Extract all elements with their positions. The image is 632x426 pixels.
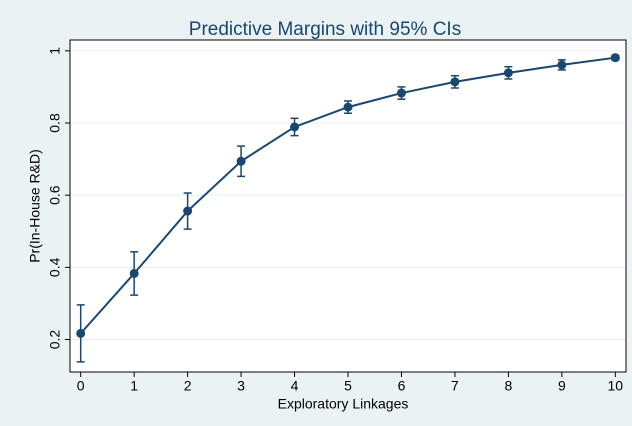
chart-title: Predictive Margins with 95% CIs bbox=[189, 19, 461, 40]
y-tick-label: 1 bbox=[47, 47, 63, 55]
x-tick-label: 3 bbox=[237, 378, 245, 394]
y-tick-label: 0.4 bbox=[47, 257, 63, 277]
marker bbox=[450, 77, 460, 87]
x-tick-label: 8 bbox=[504, 378, 512, 394]
marker bbox=[129, 268, 139, 278]
x-tick-label: 2 bbox=[184, 378, 192, 394]
x-tick-label: 0 bbox=[77, 378, 85, 394]
marker bbox=[503, 68, 513, 78]
x-tick-label: 5 bbox=[344, 378, 352, 394]
y-tick-label: 0.8 bbox=[47, 113, 63, 133]
x-tick-label: 1 bbox=[130, 378, 138, 394]
x-tick-label: 6 bbox=[398, 378, 406, 394]
marker bbox=[557, 60, 567, 70]
y-axis-title: Pr(In-House R&D) bbox=[27, 149, 43, 263]
marker bbox=[236, 156, 246, 166]
marker bbox=[183, 206, 193, 216]
y-tick-label: 0.6 bbox=[47, 185, 63, 205]
x-tick-label: 7 bbox=[451, 378, 459, 394]
marker bbox=[343, 102, 353, 112]
x-tick-label: 4 bbox=[291, 378, 299, 394]
marker bbox=[610, 53, 620, 63]
x-tick-label: 10 bbox=[608, 378, 624, 394]
marker bbox=[396, 88, 406, 98]
x-tick-label: 9 bbox=[558, 378, 566, 394]
plot-area bbox=[69, 39, 627, 373]
y-tick-label: 0.2 bbox=[47, 330, 63, 350]
marker bbox=[76, 328, 86, 338]
x-axis-title: Exploratory Linkages bbox=[278, 396, 409, 412]
marker bbox=[290, 122, 300, 132]
